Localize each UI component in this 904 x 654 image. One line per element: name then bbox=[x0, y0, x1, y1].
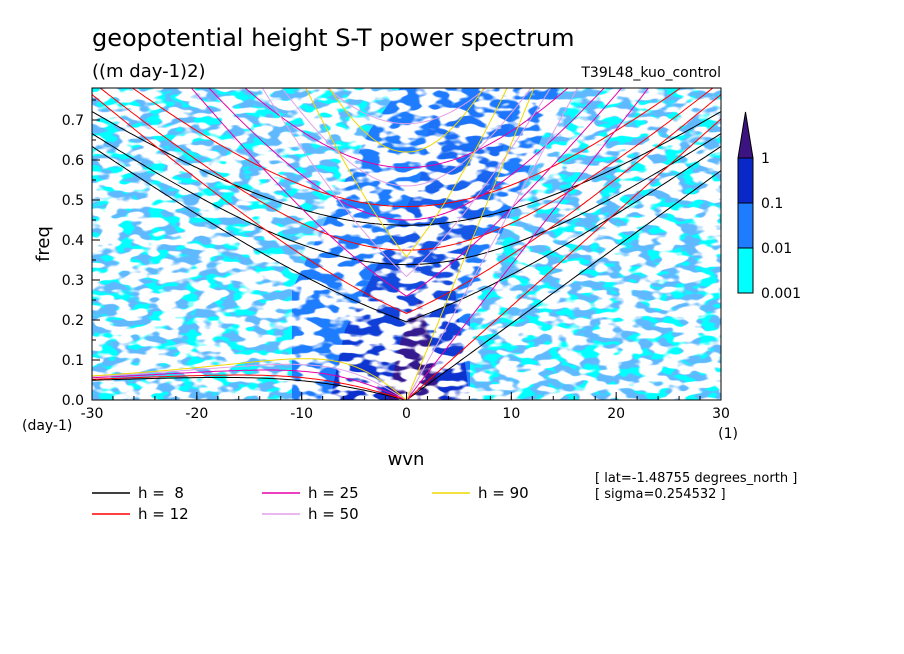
x-unit-label: (1) bbox=[718, 426, 738, 442]
gravity-n2-curve bbox=[326, 88, 487, 125]
legend: h = 8 h = 12 h = 25 h = 50 h = 90 bbox=[92, 484, 529, 523]
x-tick-label: -20 bbox=[185, 406, 208, 422]
gravity-n2-curve bbox=[244, 88, 569, 169]
inertia-gravity-curve bbox=[281, 88, 532, 187]
y-tick-label: 0.5 bbox=[62, 193, 84, 209]
rossby-curve bbox=[92, 376, 407, 400]
colorbar-label: 0.001 bbox=[761, 286, 801, 302]
colorbar-band bbox=[737, 111, 754, 159]
dispersion-curves bbox=[92, 88, 721, 400]
plot-area bbox=[92, 88, 721, 400]
y-axis: 0.0 0.1 0.2 0.3 0.4 0.5 0.6 0.7 bbox=[62, 99, 100, 409]
colorbar-label: 0.1 bbox=[761, 196, 783, 212]
legend-label: h = 25 bbox=[308, 484, 359, 502]
mixed-rossby-gravity-curve bbox=[305, 88, 508, 258]
y-axis-label: freq bbox=[33, 226, 54, 262]
kelvin-curve bbox=[406, 88, 535, 400]
annotation-text: [ sigma=0.254532 ] bbox=[595, 487, 726, 502]
kelvin-curve bbox=[406, 118, 721, 400]
colorbar: 1 0.1 0.01 0.001 bbox=[737, 111, 801, 302]
mixed-rossby-gravity-curve bbox=[190, 88, 623, 297]
y-tick-label: 0.6 bbox=[62, 153, 84, 169]
annotation-text: [ lat=-1.48755 degrees_north ] bbox=[595, 471, 797, 486]
kelvin-curve bbox=[406, 88, 579, 400]
inertia-gravity-curve bbox=[208, 88, 605, 221]
kelvin-curve bbox=[406, 170, 721, 400]
x-tick-label: -10 bbox=[290, 406, 313, 422]
rossby-curve bbox=[92, 358, 407, 400]
legend-label: h = 50 bbox=[308, 505, 359, 523]
run-label: T39L48_kuo_control bbox=[580, 65, 721, 81]
chart-subtitle: ((m day-1)2) bbox=[92, 61, 206, 82]
colorbar-band bbox=[737, 247, 754, 294]
x-tick-label: 0 bbox=[402, 406, 411, 422]
y-tick-label: 0.1 bbox=[62, 353, 84, 369]
y-unit-label: (day-1) bbox=[22, 418, 72, 434]
inertia-gravity-curve bbox=[99, 88, 714, 251]
y-tick-label: 0.7 bbox=[62, 113, 84, 129]
chart-title: geopotential height S-T power spectrum bbox=[92, 24, 575, 52]
x-axis: -30 -20 -10 0 10 20 30 bbox=[81, 392, 730, 422]
mixed-rossby-gravity-curve bbox=[92, 94, 721, 315]
rossby-curve bbox=[92, 374, 407, 400]
inertia-gravity-curve bbox=[92, 133, 721, 266]
y-tick-label: 0.2 bbox=[62, 313, 84, 329]
colorbar-label: 0.01 bbox=[761, 241, 792, 257]
gravity-n2-curve bbox=[92, 111, 721, 226]
x-tick-label: -30 bbox=[81, 406, 104, 422]
x-tick-label: 10 bbox=[502, 406, 520, 422]
colorbar-band bbox=[737, 157, 754, 204]
inertia-gravity-curve bbox=[328, 88, 485, 153]
gravity-n2-curve bbox=[131, 88, 682, 208]
kelvin-curve bbox=[406, 88, 649, 400]
legend-label: h = 8 bbox=[138, 484, 184, 502]
low-power-speckle bbox=[92, 88, 721, 400]
mixed-rossby-gravity-curve bbox=[261, 88, 552, 278]
y-tick-label: 0.3 bbox=[62, 273, 84, 289]
colorbar-band bbox=[737, 202, 754, 249]
mixed-rossby-gravity-curve bbox=[92, 145, 721, 323]
legend-label: h = 90 bbox=[478, 484, 529, 502]
rossby-curve bbox=[92, 369, 407, 400]
x-axis-label: wvn bbox=[388, 449, 425, 470]
x-tick-label: 30 bbox=[712, 406, 730, 422]
colorbar-label: 1 bbox=[761, 151, 770, 167]
legend-label: h = 12 bbox=[138, 505, 189, 523]
x-tick-label: 20 bbox=[607, 406, 625, 422]
rossby-curve bbox=[92, 363, 407, 400]
y-tick-label: 0.4 bbox=[62, 233, 84, 249]
y-tick-label: 0.0 bbox=[62, 393, 84, 409]
annotations: [ lat=-1.48755 degrees_north ][ sigma=0.… bbox=[595, 471, 797, 502]
